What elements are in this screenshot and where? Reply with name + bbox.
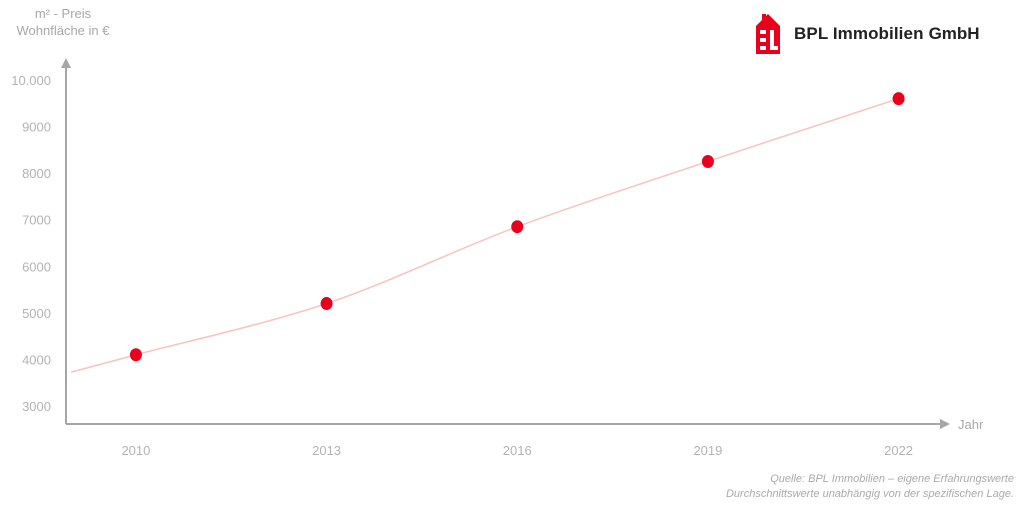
data-point	[129, 348, 142, 362]
x-tick-label: 2010	[121, 443, 150, 458]
y-tick-label: 9000	[22, 120, 51, 135]
brand-suffix: GmbH	[928, 24, 980, 43]
x-tick-labels: 2010 2013 2016 2019 2022	[121, 443, 913, 458]
source-line-1: Quelle: BPL Immobilien – eigene Erfahrun…	[770, 473, 1014, 485]
bpl-logo-icon	[756, 14, 780, 54]
brand-name: BPL Immobilien	[794, 24, 924, 43]
y-tick-labels: 3000 4000 5000 6000 7000 8000 9000 10.000	[11, 73, 51, 414]
data-point	[320, 297, 333, 311]
y-tick-label: 3000	[22, 399, 51, 414]
y-tick-label: 6000	[22, 259, 51, 274]
data-points	[129, 92, 905, 362]
y-tick-label: 7000	[22, 213, 51, 228]
y-axis-arrow	[61, 58, 71, 68]
series-line	[70, 97, 899, 373]
source-line-2: Durchschnittswerte unabhängig von der sp…	[725, 488, 1014, 500]
y-tick-label: 4000	[22, 352, 51, 367]
x-tick-label: 2019	[693, 443, 722, 458]
data-point	[701, 155, 714, 168]
y-tick-label: 8000	[22, 166, 51, 181]
x-axis-title: Jahr	[958, 417, 984, 432]
y-axis-title-line1: m² - Preis	[35, 6, 92, 21]
x-tick-label: 2016	[503, 443, 532, 458]
y-axis-title-line2: Wohnfläche in €	[17, 23, 111, 38]
data-point	[511, 220, 524, 234]
y-tick-label: 5000	[22, 306, 51, 321]
x-axis-arrow	[940, 419, 950, 429]
x-tick-label: 2022	[884, 443, 913, 458]
source-note: Quelle: BPL Immobilien – eigene Erfahrun…	[726, 472, 1014, 502]
x-tick-label: 2013	[312, 443, 341, 458]
data-point	[892, 92, 905, 106]
y-tick-label: 10.000	[11, 73, 51, 88]
brand-logo: BPL Immobilien GmbH	[752, 12, 980, 56]
